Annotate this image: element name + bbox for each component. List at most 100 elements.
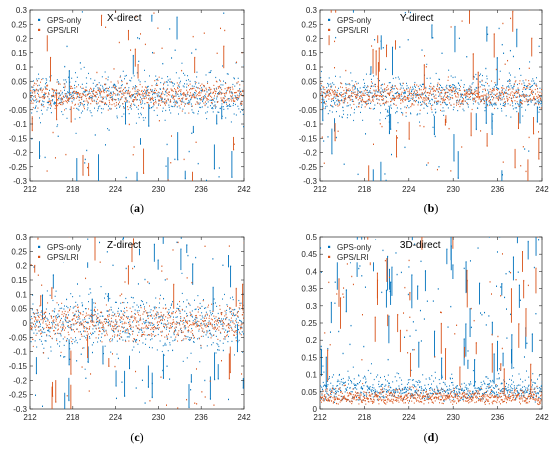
- data-point: [118, 307, 119, 309]
- data-point: [105, 293, 107, 295]
- data-point: [58, 96, 60, 98]
- data-point: [401, 99, 403, 102]
- data-point: [185, 79, 187, 82]
- data-point: [120, 84, 122, 87]
- data-point: [211, 335, 213, 337]
- data-point: [469, 88, 471, 90]
- data-point: [466, 92, 467, 95]
- data-point: [413, 92, 415, 94]
- data-point: [434, 101, 436, 103]
- data-point: [187, 330, 189, 332]
- data-point: [347, 83, 349, 85]
- data-point: [132, 321, 134, 323]
- data-point: [216, 320, 218, 323]
- data-point: [437, 101, 439, 103]
- outlier-point: [167, 179, 169, 181]
- data-point: [87, 322, 89, 325]
- data-point: [471, 92, 473, 94]
- data-point: [104, 89, 106, 92]
- data-point: [61, 324, 63, 326]
- data-point: [229, 324, 231, 326]
- data-point: [164, 344, 166, 346]
- data-point: [81, 103, 83, 105]
- data-point: [58, 328, 60, 330]
- data-point: [394, 92, 396, 95]
- data-point: [66, 316, 68, 319]
- data-point: [99, 327, 101, 329]
- outlier-point: [212, 286, 214, 289]
- data-point: [226, 335, 228, 337]
- data-point: [222, 342, 224, 344]
- data-point: [241, 327, 243, 329]
- data-point: [123, 327, 124, 329]
- data-point: [340, 86, 341, 88]
- data-point: [508, 96, 510, 99]
- data-point: [411, 102, 413, 105]
- outlier-point: [201, 391, 203, 393]
- data-point: [105, 77, 107, 80]
- data-point: [435, 111, 437, 113]
- data-point: [370, 85, 372, 87]
- data-point: [98, 337, 100, 339]
- data-point: [61, 302, 63, 304]
- data-point: [56, 89, 58, 91]
- data-point: [492, 87, 494, 89]
- data-point: [65, 340, 67, 342]
- data-point: [217, 101, 219, 103]
- data-point: [140, 100, 142, 102]
- data-point: [129, 106, 131, 109]
- outlier-point: [519, 68, 521, 70]
- data-point: [160, 97, 162, 99]
- data-point: [368, 94, 370, 96]
- y-tick-label: 0.15: [11, 276, 27, 285]
- data-point: [519, 95, 521, 97]
- data-point: [176, 82, 178, 84]
- data-point: [75, 339, 77, 341]
- data-point: [199, 307, 201, 309]
- outlier-point: [372, 143, 374, 145]
- outlier-point: [228, 245, 230, 247]
- data-point: [323, 99, 325, 101]
- data-point: [202, 89, 204, 91]
- data-point: [137, 108, 139, 110]
- data-point: [62, 321, 64, 323]
- outlier-point: [140, 33, 142, 35]
- data-point: [237, 311, 239, 313]
- data-point: [40, 96, 42, 98]
- data-point: [524, 96, 526, 98]
- data-point: [57, 323, 59, 325]
- spike-line: [228, 353, 230, 379]
- data-point: [510, 92, 512, 94]
- data-point: [182, 339, 184, 341]
- data-point: [109, 340, 111, 343]
- outlier-point: [335, 6, 336, 7]
- data-point: [506, 86, 508, 88]
- data-point: [53, 330, 55, 332]
- data-point: [144, 92, 146, 94]
- data-point: [148, 94, 149, 96]
- data-point: [70, 328, 72, 330]
- data-point: [81, 323, 83, 325]
- data-point: [180, 327, 182, 329]
- data-point: [67, 307, 69, 309]
- data-point: [161, 335, 163, 337]
- data-point: [116, 335, 118, 337]
- data-point: [364, 92, 366, 94]
- data-point: [161, 101, 163, 103]
- data-point: [207, 325, 209, 327]
- data-point: [76, 328, 78, 330]
- data-point: [53, 322, 55, 324]
- data-point: [125, 92, 127, 94]
- data-point: [186, 321, 188, 323]
- outlier-point: [60, 355, 62, 357]
- data-point: [334, 101, 336, 103]
- data-point: [339, 92, 340, 95]
- data-point: [337, 89, 339, 91]
- legend-label: GPS/LRI: [47, 26, 79, 35]
- data-point: [230, 96, 232, 98]
- data-point: [66, 102, 68, 104]
- data-point: [399, 96, 401, 98]
- data-point: [125, 297, 127, 300]
- data-point: [84, 368, 86, 370]
- data-point: [71, 342, 73, 345]
